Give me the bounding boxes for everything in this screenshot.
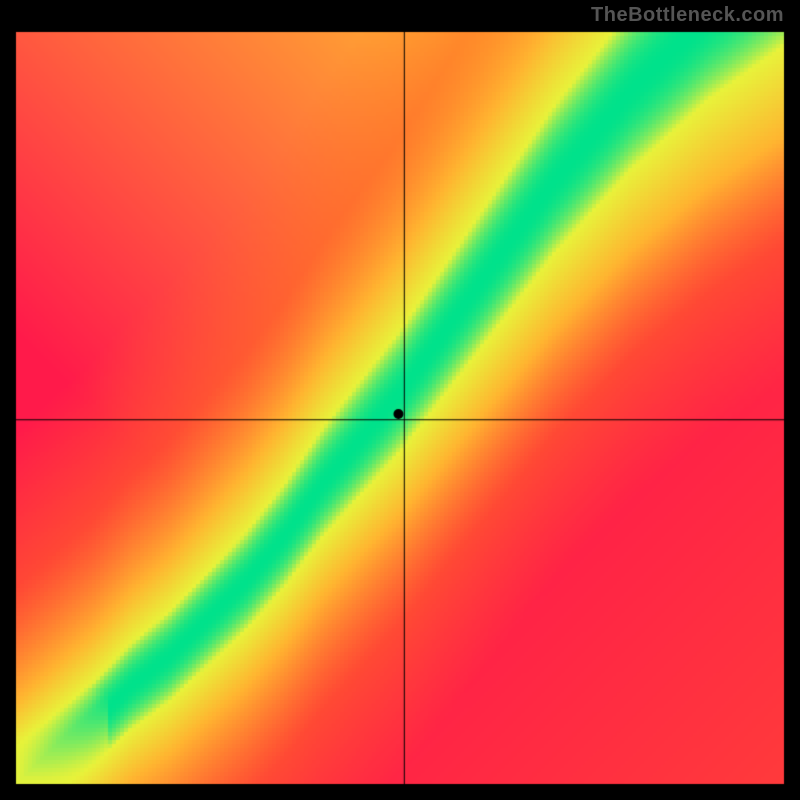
watermark: TheBottleneck.com bbox=[591, 4, 784, 27]
bottleneck-heatmap bbox=[0, 0, 800, 800]
